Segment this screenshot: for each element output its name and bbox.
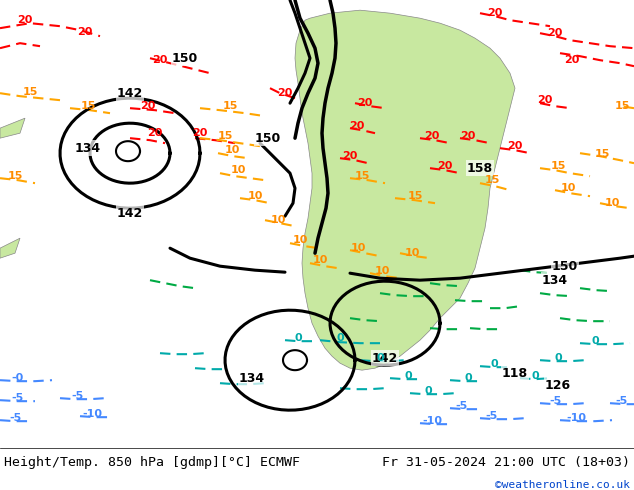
Text: 10: 10	[230, 165, 246, 175]
Text: 15: 15	[81, 101, 96, 111]
Polygon shape	[0, 118, 25, 138]
Text: 20: 20	[547, 28, 563, 38]
Text: -5: -5	[456, 401, 468, 411]
Text: 20: 20	[342, 151, 358, 161]
Text: 15: 15	[217, 131, 233, 141]
Text: 20: 20	[537, 95, 553, 105]
Text: 158: 158	[467, 162, 493, 174]
Text: 15: 15	[594, 149, 610, 159]
Text: -0: -0	[12, 373, 24, 383]
Text: 134: 134	[75, 142, 101, 155]
Text: 126: 126	[545, 379, 571, 392]
Text: 10: 10	[404, 248, 420, 258]
Text: 20: 20	[147, 128, 163, 138]
Text: 10: 10	[270, 215, 286, 225]
Text: -10: -10	[82, 409, 102, 419]
Text: -5: -5	[486, 411, 498, 421]
Text: 0: 0	[591, 336, 598, 346]
Text: 10: 10	[313, 255, 328, 265]
Text: 15: 15	[354, 171, 370, 181]
Text: 10: 10	[224, 145, 240, 155]
Text: 20: 20	[349, 121, 365, 131]
Text: 20: 20	[424, 131, 440, 141]
Text: 20: 20	[460, 131, 476, 141]
Text: 20: 20	[277, 88, 293, 98]
Text: -5: -5	[616, 396, 628, 406]
Text: -5: -5	[12, 393, 24, 403]
Text: 15: 15	[8, 171, 23, 181]
Text: 15: 15	[22, 87, 37, 97]
Text: 10: 10	[374, 266, 390, 276]
Text: -10: -10	[566, 413, 586, 423]
Text: 20: 20	[152, 55, 167, 65]
Text: 10: 10	[247, 191, 262, 201]
Text: Height/Temp. 850 hPa [gdmp][°C] ECMWF: Height/Temp. 850 hPa [gdmp][°C] ECMWF	[4, 456, 300, 469]
Text: 0: 0	[490, 359, 498, 369]
Text: 142: 142	[117, 87, 143, 99]
Text: 134: 134	[239, 372, 265, 385]
Text: 0: 0	[294, 333, 302, 343]
Text: 20: 20	[437, 161, 453, 171]
Text: 20: 20	[192, 128, 208, 138]
Text: -5: -5	[549, 396, 561, 406]
Text: 0: 0	[554, 353, 562, 363]
Text: 15: 15	[550, 161, 566, 171]
Text: -5: -5	[9, 413, 21, 423]
Text: 10: 10	[292, 235, 307, 245]
Text: 134: 134	[542, 274, 568, 287]
Text: 20: 20	[358, 98, 373, 108]
Text: 150: 150	[552, 260, 578, 272]
Text: 0: 0	[531, 371, 539, 381]
Text: 15: 15	[484, 175, 500, 185]
Text: 0: 0	[424, 386, 432, 396]
Text: 142: 142	[117, 207, 143, 220]
Text: -10: -10	[422, 416, 442, 426]
Text: 10: 10	[560, 183, 576, 193]
Text: 0: 0	[336, 333, 344, 343]
Text: 20: 20	[140, 101, 156, 111]
Text: 20: 20	[17, 15, 33, 25]
Polygon shape	[295, 10, 515, 370]
Text: 0: 0	[404, 371, 412, 381]
Text: 20: 20	[564, 55, 579, 65]
Text: 15: 15	[223, 101, 238, 111]
Text: 10: 10	[604, 198, 619, 208]
Text: 142: 142	[372, 352, 398, 365]
Text: 20: 20	[488, 8, 503, 18]
Text: 20: 20	[77, 27, 93, 37]
Text: 150: 150	[172, 51, 198, 65]
Text: 15: 15	[614, 101, 630, 111]
Text: 0: 0	[376, 353, 384, 363]
Text: 0: 0	[464, 373, 472, 383]
Text: -5: -5	[72, 391, 84, 401]
Text: 20: 20	[507, 141, 522, 151]
Text: Fr 31-05-2024 21:00 UTC (18+03): Fr 31-05-2024 21:00 UTC (18+03)	[382, 456, 630, 469]
Text: 15: 15	[407, 191, 423, 201]
Text: 150: 150	[255, 132, 281, 145]
Text: ©weatheronline.co.uk: ©weatheronline.co.uk	[495, 480, 630, 490]
Text: 10: 10	[351, 243, 366, 253]
Polygon shape	[0, 238, 20, 258]
Text: 118: 118	[502, 367, 528, 380]
